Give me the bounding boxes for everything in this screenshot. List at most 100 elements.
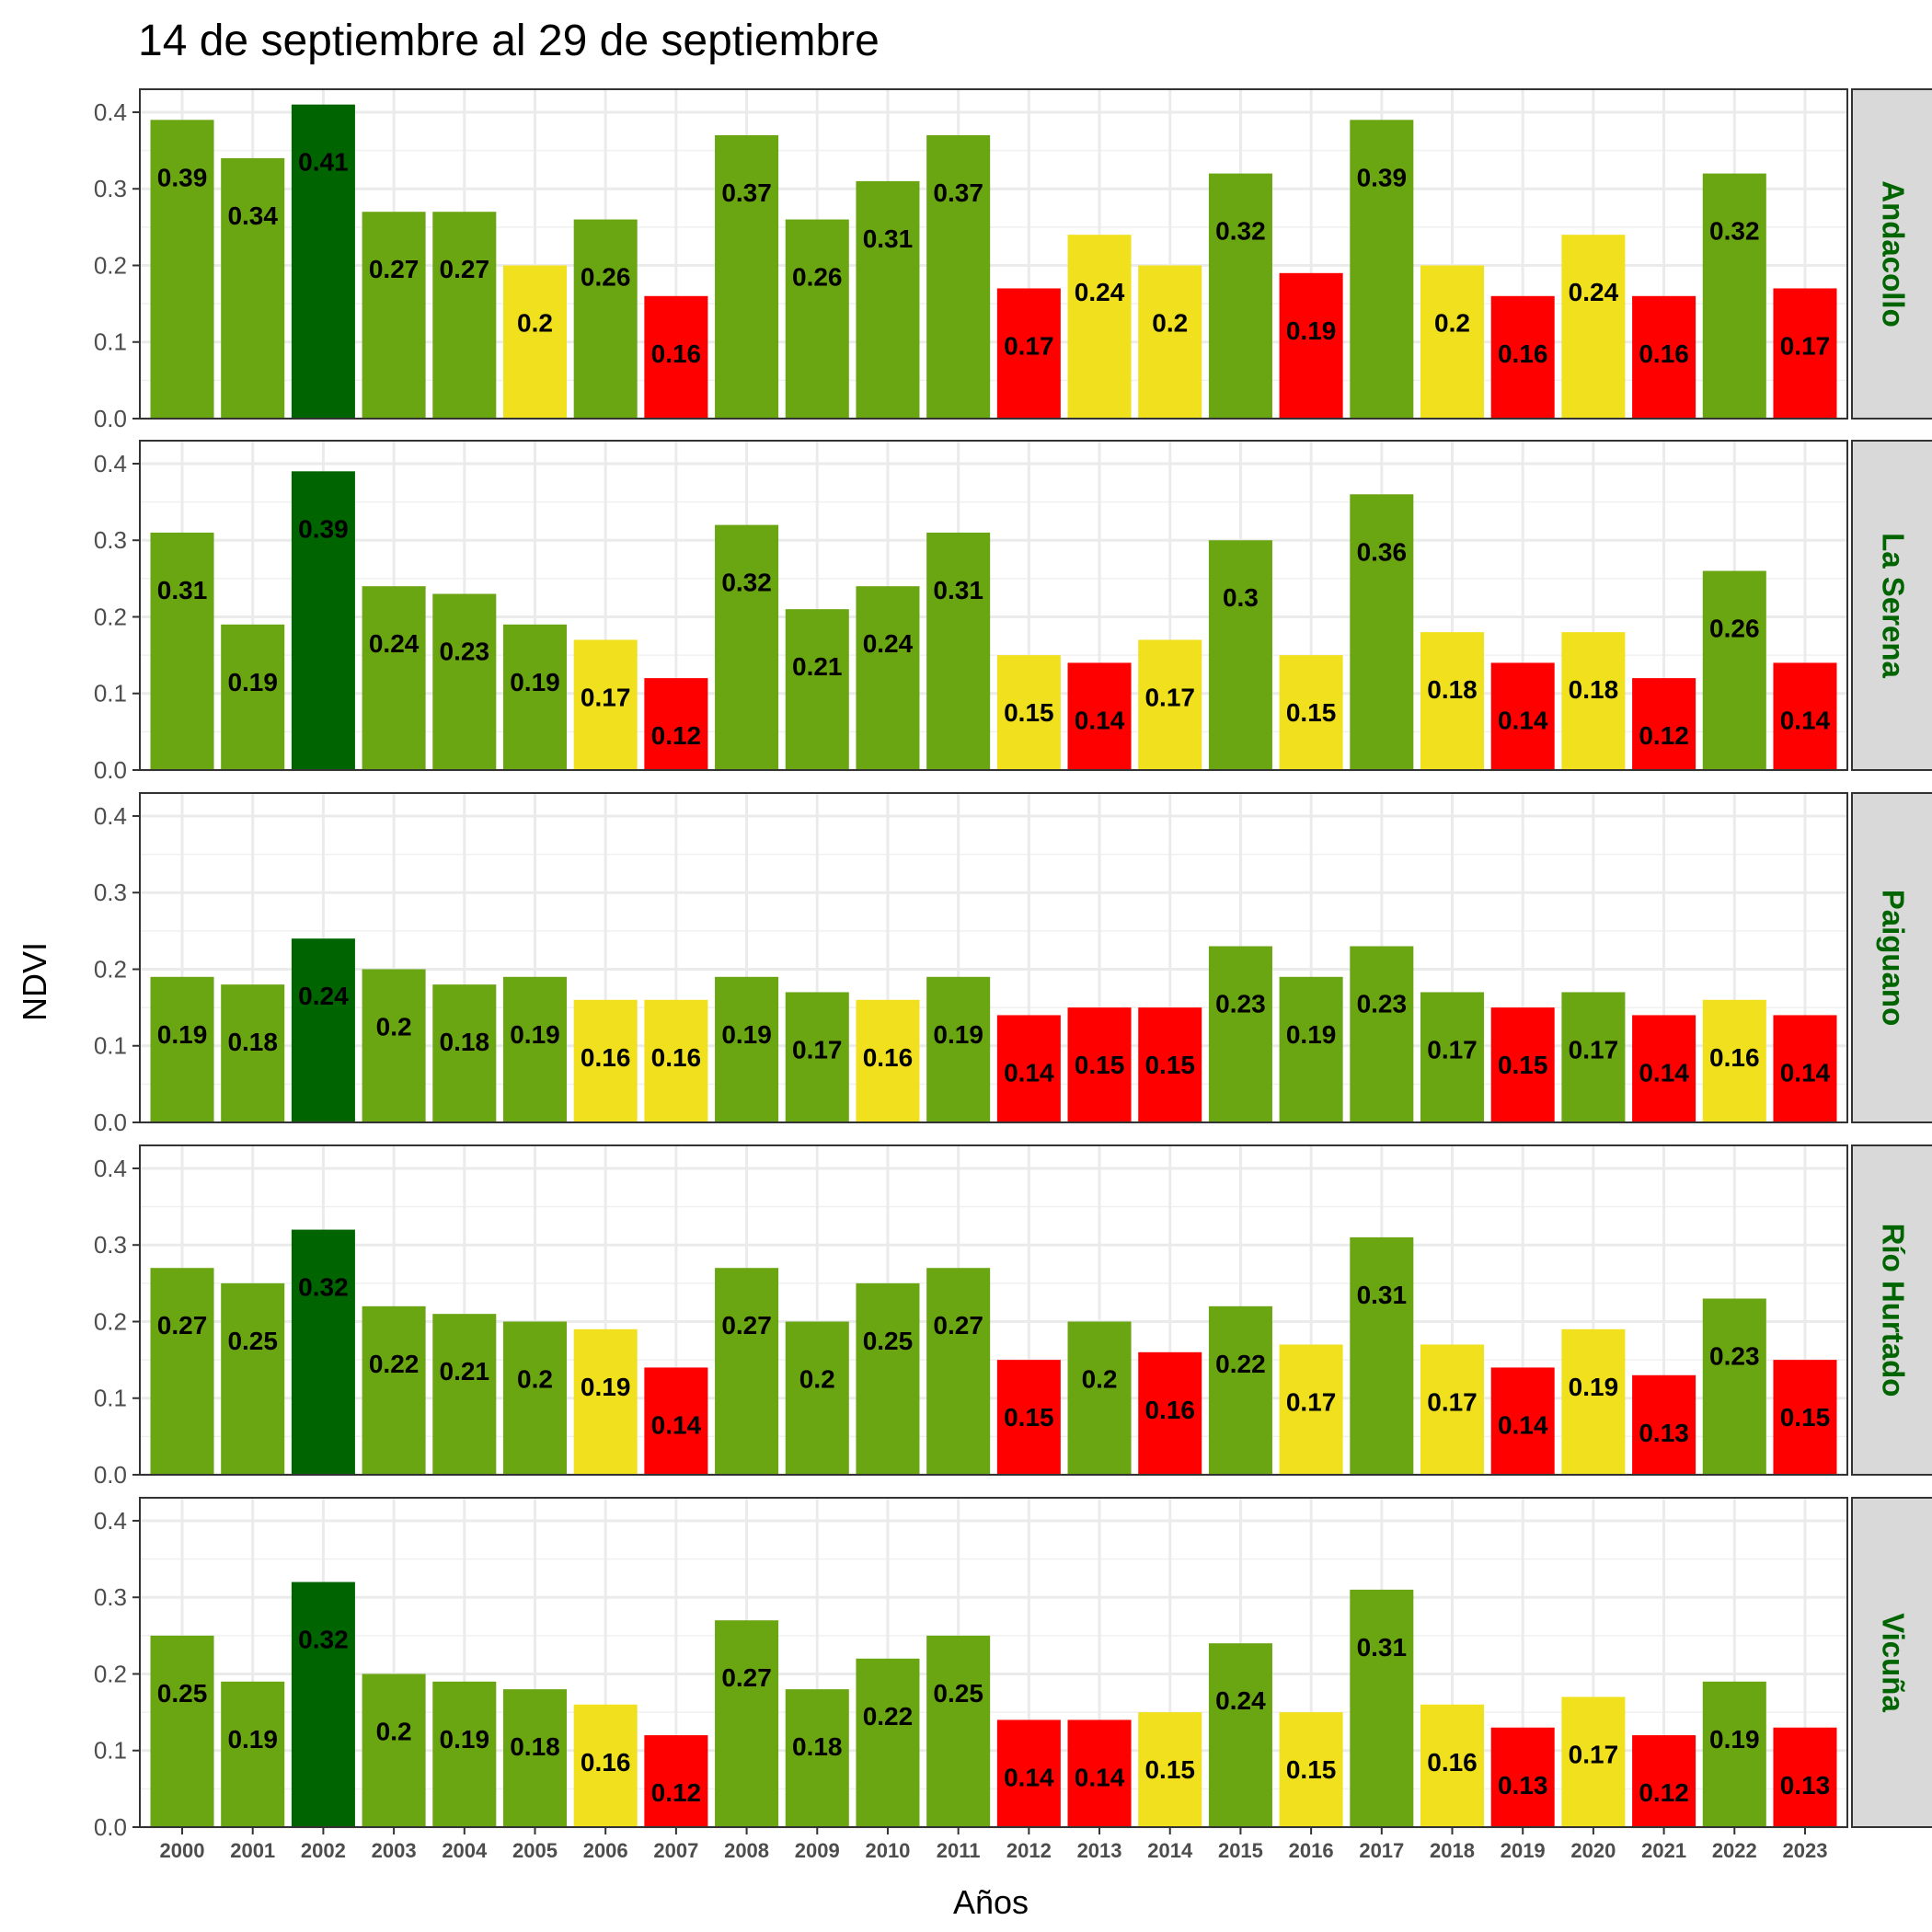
bar-label: 0.14 xyxy=(1075,1763,1125,1791)
x-tick-label: 2011 xyxy=(937,1839,981,1862)
bar xyxy=(1490,662,1555,770)
facet-strip xyxy=(1851,1497,1932,1828)
bar-label: 0.15 xyxy=(1780,1403,1831,1432)
facet-strip-label: Vicuña xyxy=(1877,1613,1911,1712)
x-tick-label: 2018 xyxy=(1430,1839,1475,1862)
bar xyxy=(291,104,355,420)
x-tick-label: 2003 xyxy=(372,1839,417,1862)
bar xyxy=(1632,678,1696,770)
bar xyxy=(1420,265,1485,419)
bar xyxy=(1208,946,1272,1122)
bar xyxy=(1490,295,1555,419)
bar xyxy=(573,639,638,770)
facet-strip-label: Río Hurtado xyxy=(1877,1224,1911,1397)
bar xyxy=(221,624,285,770)
bar xyxy=(502,624,567,770)
bar-label: 0.32 xyxy=(298,1273,349,1302)
bar xyxy=(1561,1328,1626,1475)
bar xyxy=(1208,1305,1272,1475)
bar-label: 0.17 xyxy=(1004,331,1054,360)
x-tick-label: 2004 xyxy=(442,1839,488,1862)
bar-label: 0.24 xyxy=(863,629,914,658)
bar-label: 0.13 xyxy=(1639,1419,1689,1447)
bar xyxy=(1420,1704,1485,1827)
facet-strip-label: La Serena xyxy=(1877,533,1911,678)
bar-label: 0.32 xyxy=(721,569,772,597)
bar xyxy=(1138,639,1202,770)
bar-label: 0.17 xyxy=(1427,1387,1478,1416)
bar-label: 0.39 xyxy=(1357,163,1408,191)
bar-label: 0.12 xyxy=(651,1778,702,1807)
y-tick-label: 0.0 xyxy=(94,1109,127,1136)
bar-label: 0.12 xyxy=(651,721,702,750)
bar-label: 0.27 xyxy=(369,255,420,283)
bar xyxy=(1773,662,1837,770)
y-tick-label: 0.2 xyxy=(94,251,127,279)
bar xyxy=(1138,1007,1202,1122)
x-tick-label: 2013 xyxy=(1077,1839,1122,1862)
bar-label: 0.31 xyxy=(1357,1281,1408,1309)
bar-label: 0.14 xyxy=(1498,1410,1548,1439)
bar xyxy=(785,992,849,1122)
bar xyxy=(502,265,567,419)
bar xyxy=(785,219,849,419)
bar xyxy=(573,999,638,1122)
bar-label: 0.17 xyxy=(581,683,631,711)
bar-label: 0.18 xyxy=(1569,675,1619,704)
bar xyxy=(1067,235,1132,419)
x-tick-label: 2009 xyxy=(795,1839,840,1862)
bar xyxy=(644,999,708,1122)
bar-label: 0.14 xyxy=(1004,1058,1054,1087)
bar-label: 0.19 xyxy=(510,1020,560,1049)
panel-paiguano: 0.0 0.1 0.2 0.3 0.4 0.19 0.18 0.24 0.2 0.18 0.19 0.… xyxy=(94,792,1932,1136)
bar xyxy=(1632,1374,1696,1475)
x-tick-label: 2006 xyxy=(583,1839,628,1862)
bar xyxy=(1350,1236,1414,1475)
bar xyxy=(221,984,285,1122)
bar xyxy=(291,1581,355,1827)
bar-label: 0.23 xyxy=(1215,990,1266,1018)
bar-label: 0.24 xyxy=(1215,1686,1266,1715)
x-tick-label: 2008 xyxy=(724,1839,769,1862)
bar-label: 0.22 xyxy=(369,1350,420,1378)
bar xyxy=(785,609,849,770)
bar xyxy=(926,1268,991,1475)
bar-label: 0.15 xyxy=(1144,1755,1195,1784)
y-tick-label: 0.2 xyxy=(94,955,127,983)
bar-label: 0.37 xyxy=(933,178,983,207)
y-tick-label: 0.0 xyxy=(94,756,127,784)
bar xyxy=(1773,288,1837,419)
bar-label: 0.31 xyxy=(863,224,914,253)
bar-label: 0.19 xyxy=(1286,316,1337,345)
bar xyxy=(926,976,991,1122)
x-tick-label: 2023 xyxy=(1783,1839,1828,1862)
bar xyxy=(362,1305,426,1475)
bar-label: 0.25 xyxy=(933,1679,983,1708)
bar xyxy=(150,1268,214,1475)
bar xyxy=(644,678,708,770)
bar xyxy=(1350,1589,1414,1827)
y-tick-label: 0.3 xyxy=(94,879,127,906)
bar-label: 0.2 xyxy=(517,308,553,337)
bar-label: 0.15 xyxy=(1286,1755,1337,1784)
bar-label: 0.16 xyxy=(1639,339,1689,368)
panel-border xyxy=(139,88,1848,420)
bar xyxy=(1279,976,1343,1122)
bar-label: 0.2 xyxy=(1434,308,1470,337)
bar-label: 0.16 xyxy=(651,1043,702,1072)
bar-label: 0.14 xyxy=(1498,706,1548,734)
bar xyxy=(644,1735,708,1827)
bar-label: 0.37 xyxy=(721,178,772,207)
y-tick-label: 0.1 xyxy=(94,1737,127,1765)
bar xyxy=(1420,632,1485,770)
bar xyxy=(432,1681,497,1827)
x-tick-label: 2020 xyxy=(1570,1839,1616,1862)
bar xyxy=(856,999,920,1122)
bar-label: 0.17 xyxy=(1569,1035,1619,1064)
bar-label: 0.19 xyxy=(227,668,278,696)
bar-label: 0.19 xyxy=(581,1373,631,1401)
bar xyxy=(715,524,779,770)
bar-label: 0.25 xyxy=(863,1327,914,1355)
y-tick-label: 0.3 xyxy=(94,175,127,202)
bar-label: 0.32 xyxy=(1215,217,1266,246)
